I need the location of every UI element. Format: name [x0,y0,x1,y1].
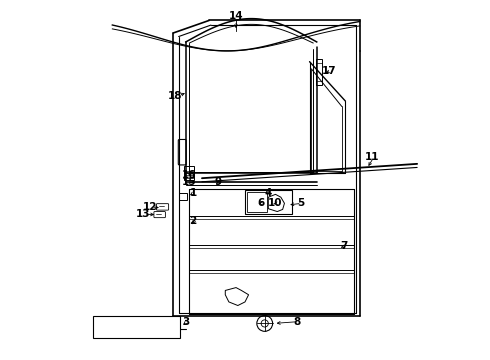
Bar [245,190,292,214]
Text: 18: 18 [168,91,182,101]
Bar [179,193,187,200]
FancyBboxPatch shape [156,204,169,210]
Bar [247,192,267,212]
Text: 5: 5 [297,198,304,208]
Text: 13: 13 [136,209,150,219]
Text: 10: 10 [268,198,283,208]
Text: 3: 3 [182,317,190,327]
Text: 8: 8 [294,317,301,327]
Text: 17: 17 [322,66,337,76]
Bar [93,316,180,338]
Text: 7: 7 [340,241,347,251]
Polygon shape [269,194,285,212]
FancyBboxPatch shape [178,139,186,165]
Bar [316,59,322,85]
Text: 12: 12 [143,202,157,212]
Text: 6: 6 [258,198,265,208]
Bar [184,166,194,180]
Text: 4: 4 [265,188,272,198]
Text: 16: 16 [182,170,196,180]
Polygon shape [225,288,248,306]
Text: 9: 9 [215,177,221,187]
Text: 11: 11 [365,152,380,162]
FancyBboxPatch shape [154,212,166,218]
Text: 14: 14 [229,11,244,21]
Text: 1: 1 [189,188,196,198]
Text: 15: 15 [182,177,196,187]
Text: 2: 2 [189,216,196,226]
